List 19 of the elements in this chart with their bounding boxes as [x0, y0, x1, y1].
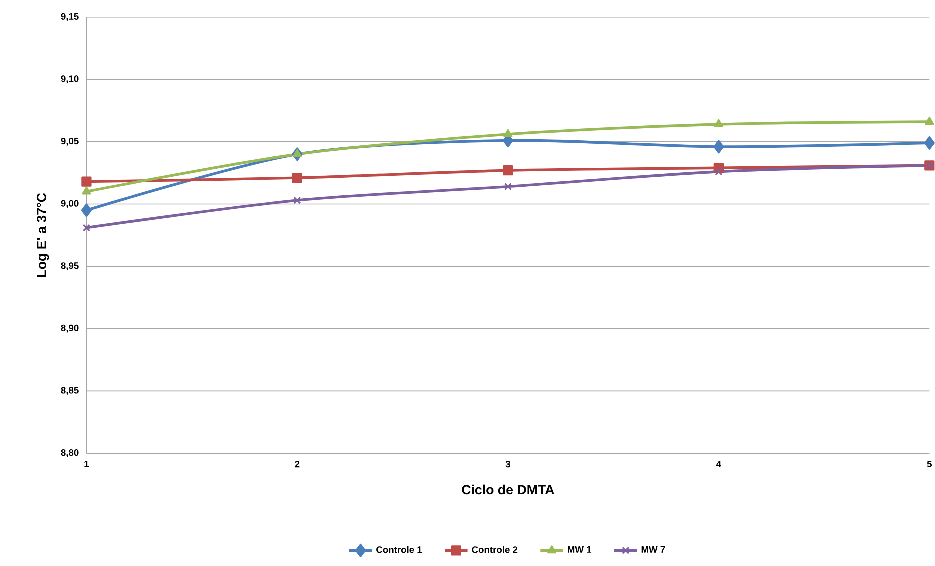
legend-label: Controle 2 — [472, 546, 518, 554]
y-tick-label: 9,05 — [61, 138, 79, 146]
y-tick-label: 8,90 — [61, 325, 79, 334]
legend-label: Controle 1 — [376, 546, 422, 554]
y-tick-label: 8,80 — [61, 450, 79, 458]
legend-label: MW 7 — [642, 546, 666, 554]
legend-label: MW 1 — [568, 546, 592, 554]
y-tick-label: 8,85 — [61, 387, 79, 396]
x-axis-title: Ciclo de DMTA — [462, 485, 554, 495]
x-tick-label: 1 — [84, 461, 90, 468]
y-tick-label: 9,00 — [61, 200, 79, 208]
y-axis-title: Log E' a 37°C — [37, 194, 50, 278]
x-tick-label: 3 — [506, 461, 510, 468]
y-tick-label: 9,15 — [61, 14, 79, 22]
x-tick-label: 4 — [716, 461, 722, 468]
y-tick-label: 9,10 — [61, 76, 79, 84]
x-tick-label: 2 — [295, 461, 300, 468]
y-tick-label: 8,95 — [61, 262, 79, 271]
x-tick-label: 5 — [927, 461, 932, 468]
